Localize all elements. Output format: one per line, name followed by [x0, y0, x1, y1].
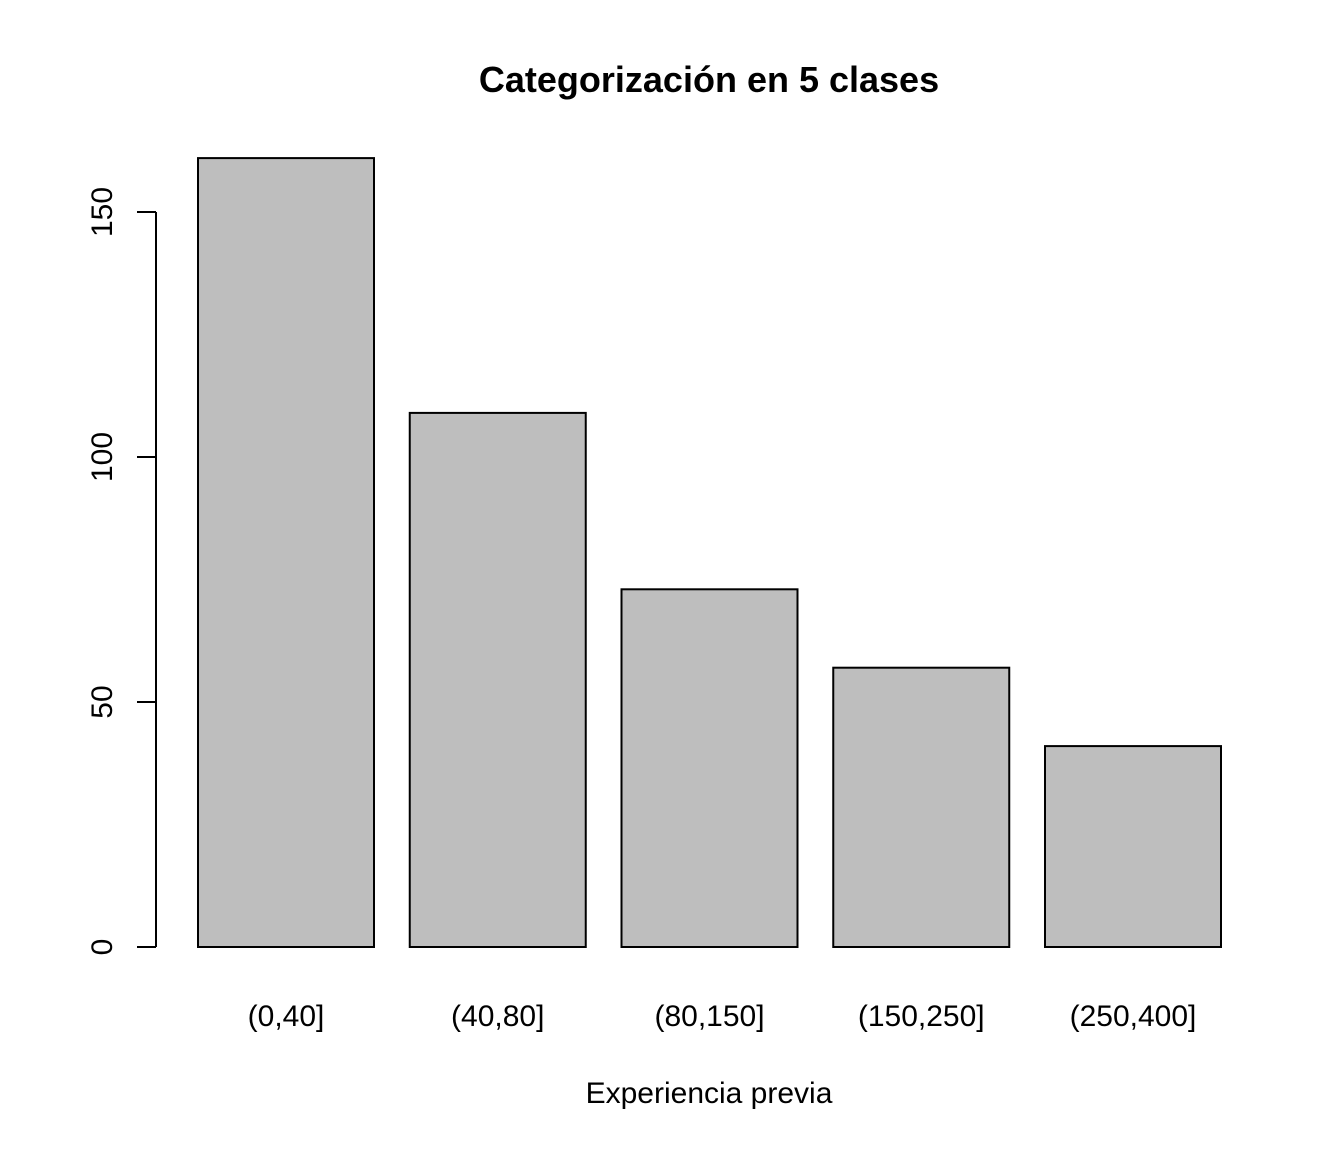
x-axis-labels: (0,40] (40,80] (80,150] (150,250] (250,400]: [248, 1000, 1197, 1033]
x-tick-label: (80,150]: [654, 1000, 764, 1033]
bar-1: [408, 411, 587, 948]
y-tick-label: 50: [86, 685, 119, 718]
y-tick-label: 0: [86, 939, 119, 956]
x-tick-label: (40,80]: [451, 1000, 544, 1033]
bar-0: [197, 157, 375, 949]
y-axis: 0 50 100 150: [86, 187, 157, 956]
bar-3: [832, 666, 1011, 948]
x-axis-title: Experiencia previa: [586, 1077, 833, 1110]
bar-4: [1044, 745, 1222, 948]
bars-group: [197, 157, 1222, 949]
x-tick-label: (0,40]: [248, 1000, 325, 1033]
y-tick-label: 150: [86, 187, 119, 237]
x-tick-label: (150,250]: [858, 1000, 985, 1033]
y-tick-label: 100: [86, 432, 119, 482]
bar-2: [620, 588, 799, 948]
x-tick-label: (250,400]: [1070, 1000, 1197, 1033]
chart-title: Categorización en 5 clases: [479, 59, 939, 100]
